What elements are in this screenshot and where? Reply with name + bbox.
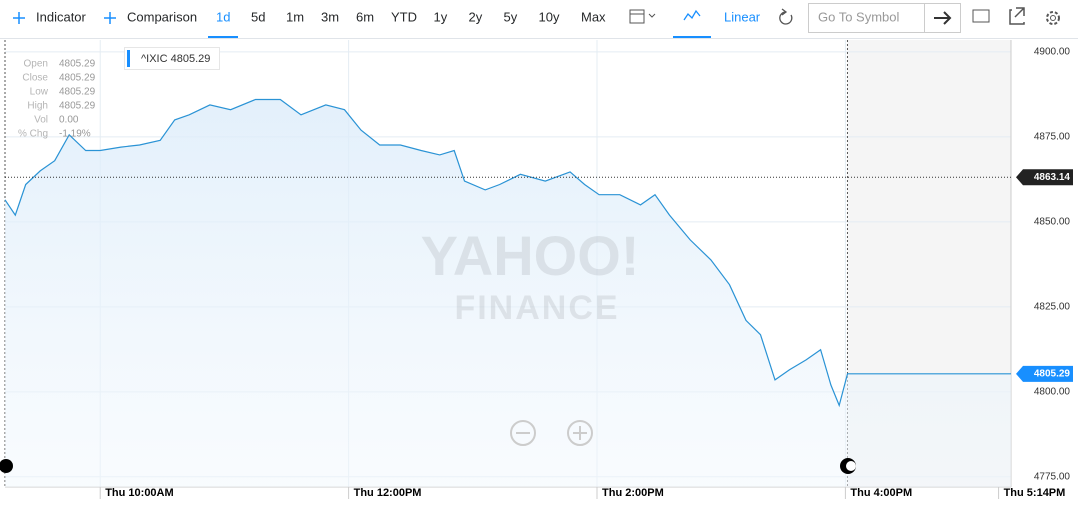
symbol-placeholder: Go To Symbol [818, 9, 900, 24]
reset-icon[interactable] [779, 8, 793, 25]
y-tick-label: 4775.00 [1034, 471, 1071, 482]
quote-value: 0.00 [59, 115, 79, 126]
quote-value: -1.19% [59, 129, 91, 140]
watermark: YAHOO! FINANCE [421, 224, 640, 327]
quote-label: Vol [34, 115, 48, 126]
print-icon[interactable] [972, 9, 990, 23]
quote-value: 4805.29 [59, 59, 96, 70]
range-button[interactable]: 10y [539, 9, 560, 24]
range-button[interactable]: 1y [434, 9, 448, 24]
y-tick-label: 4850.00 [1034, 216, 1071, 227]
price-line [4, 98, 1011, 408]
last-price-label: 4805.29 [1034, 368, 1071, 379]
legend: ^IXIC 4805.29 [124, 47, 220, 70]
x-tick-label: Thu 5:14PM [1004, 487, 1066, 499]
range-button[interactable]: YTD [391, 9, 417, 24]
quote-label: Open [24, 59, 48, 70]
calendar-icon [630, 13, 656, 18]
quote-panel: Open 4805.29 Close 4805.29 Low 4805.29 High 480… [18, 59, 96, 140]
y-tick-label: 4900.00 [1034, 47, 1071, 58]
x-tick-label: Thu 2:00PM [602, 487, 664, 499]
go-button[interactable] [934, 11, 952, 25]
zoom-in[interactable] [567, 420, 593, 446]
share-icon[interactable] [1009, 7, 1025, 25]
y-tick-label: 4875.00 [1034, 132, 1071, 143]
range-button[interactable]: 1m [286, 9, 304, 24]
legend-price: 4805.29 [171, 53, 211, 65]
x-tick-label: Thu 10:00AM [105, 487, 173, 499]
zoom-out[interactable] [510, 420, 536, 446]
legend-swatch [127, 50, 130, 67]
prev-close-label: 4863.14 [1034, 172, 1071, 183]
quote-label: High [27, 101, 48, 112]
settings-icon [1050, 15, 1056, 21]
legend-symbol: ^IXIC [141, 53, 168, 65]
chart-type-icon[interactable] [683, 9, 701, 21]
settings-icon[interactable] [1046, 11, 1060, 25]
range-button[interactable]: 5y [504, 9, 518, 24]
range-buttons: 1d 5d 1m 3m 6m YTD 1y 2y 5y 10y Max [208, 9, 606, 38]
legend-box [124, 47, 220, 70]
calendar-icon[interactable] [629, 9, 645, 24]
area [5, 99, 1011, 487]
range-button[interactable]: 1d [216, 9, 230, 24]
range-button[interactable]: 2y [469, 9, 483, 24]
watermark-text: FINANCE [454, 289, 619, 327]
plus-icon [104, 12, 116, 24]
range-button[interactable]: 5d [251, 9, 265, 24]
prev-close-tag [1016, 169, 1073, 186]
zoom-controls [510, 420, 593, 446]
plus-icon [13, 12, 25, 24]
x-tick-label: Thu 4:00PM [850, 487, 912, 499]
comparison-button[interactable]: Comparison [127, 9, 197, 24]
range-button[interactable]: 6m [356, 9, 374, 24]
toolbar: Indicator Comparison 1d 5d 1m 3m 6m YTD 1y 2y 5y… [0, 3, 1078, 39]
last-price-tag [1016, 365, 1073, 382]
svg-text:^IXIC 4805.29: ^IXIC 4805.29 [141, 53, 210, 65]
quote-value: 4805.29 [59, 101, 96, 112]
watermark-text: YAHOO! [421, 224, 640, 287]
indicator-button[interactable]: Indicator [36, 9, 87, 24]
quote-label: Close [22, 73, 48, 84]
quote-value: 4805.29 [59, 73, 96, 84]
scale-button[interactable]: Linear [724, 9, 761, 24]
quote-value: 4805.29 [59, 87, 96, 98]
range-button[interactable]: 3m [321, 9, 339, 24]
session-icon [846, 461, 856, 471]
plot-area: 4775.00 4800.00 4825.00 4850.00 4875.00 4900.… [4, 40, 1073, 499]
y-tick-label: 4825.00 [1034, 301, 1071, 312]
session-icon [0, 459, 13, 473]
quote-label: % Chg [18, 129, 48, 140]
quote-label: Low [30, 87, 49, 98]
range-button[interactable]: Max [581, 9, 606, 24]
y-tick-label: 4800.00 [1034, 386, 1071, 397]
x-tick-label: Thu 12:00PM [354, 487, 422, 499]
